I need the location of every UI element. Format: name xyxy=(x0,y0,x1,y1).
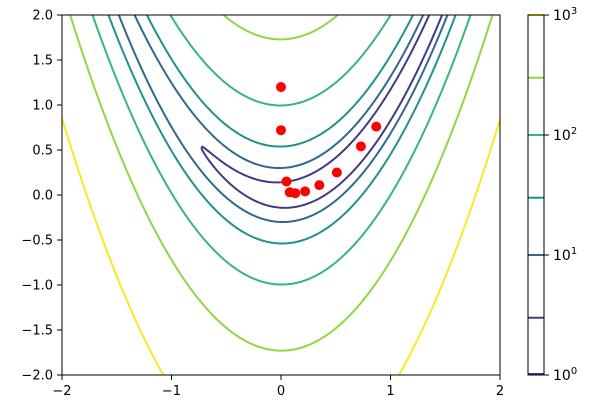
x-tick-label: 1 xyxy=(386,384,394,399)
colorbar-tick-label: 103 xyxy=(553,6,577,24)
data-point xyxy=(371,121,382,132)
contour-line-level-1000 xyxy=(62,117,500,375)
x-tick-label: 2 xyxy=(496,384,504,399)
y-tick-label: 2.0 xyxy=(32,9,53,24)
contour-line-level-10 xyxy=(117,15,449,224)
contour-lines-group xyxy=(62,15,500,375)
y-tick-label: −2.0 xyxy=(21,369,53,384)
data-point xyxy=(300,186,311,197)
colorbar-group: 100 101 102 103 xyxy=(527,6,577,384)
y-tick-label: −1.0 xyxy=(21,279,53,294)
y-tick-label: 1.5 xyxy=(32,54,53,69)
data-point xyxy=(281,176,292,187)
colorbar-tick-label: 100 xyxy=(553,366,577,384)
x-tick-label: −2 xyxy=(52,384,71,399)
y-tick-label: −0.5 xyxy=(21,234,53,249)
contour-line-level-30 xyxy=(107,15,457,245)
contour-line-level-300 xyxy=(69,15,494,352)
x-tick-label: 0 xyxy=(277,384,285,399)
x-tick-label: −1 xyxy=(162,384,181,399)
data-point xyxy=(355,141,366,152)
colorbar-tick-label: 102 xyxy=(553,126,577,144)
contour-line-level-3 xyxy=(200,15,444,209)
y-tick-label: −1.5 xyxy=(21,324,53,339)
y-tick-label: 0.0 xyxy=(32,189,53,204)
y-tick-label: 1.0 xyxy=(32,99,53,114)
data-points-group xyxy=(276,82,382,199)
data-point xyxy=(290,188,301,199)
data-point xyxy=(314,180,325,191)
colorbar-tick-label: 101 xyxy=(553,246,577,264)
data-point xyxy=(276,125,286,136)
data-point xyxy=(331,167,342,178)
data-point xyxy=(276,82,286,92)
contour-line-level-100 xyxy=(91,15,472,286)
axes-group: −2 −1 0 1 2 2.0 1.5 1.0 0.5 0.0 −0.5 −1.0 −1.5 −2.0 xyxy=(21,9,504,400)
y-tick-label: 0.5 xyxy=(32,144,53,159)
colorbar-frame xyxy=(527,14,545,376)
